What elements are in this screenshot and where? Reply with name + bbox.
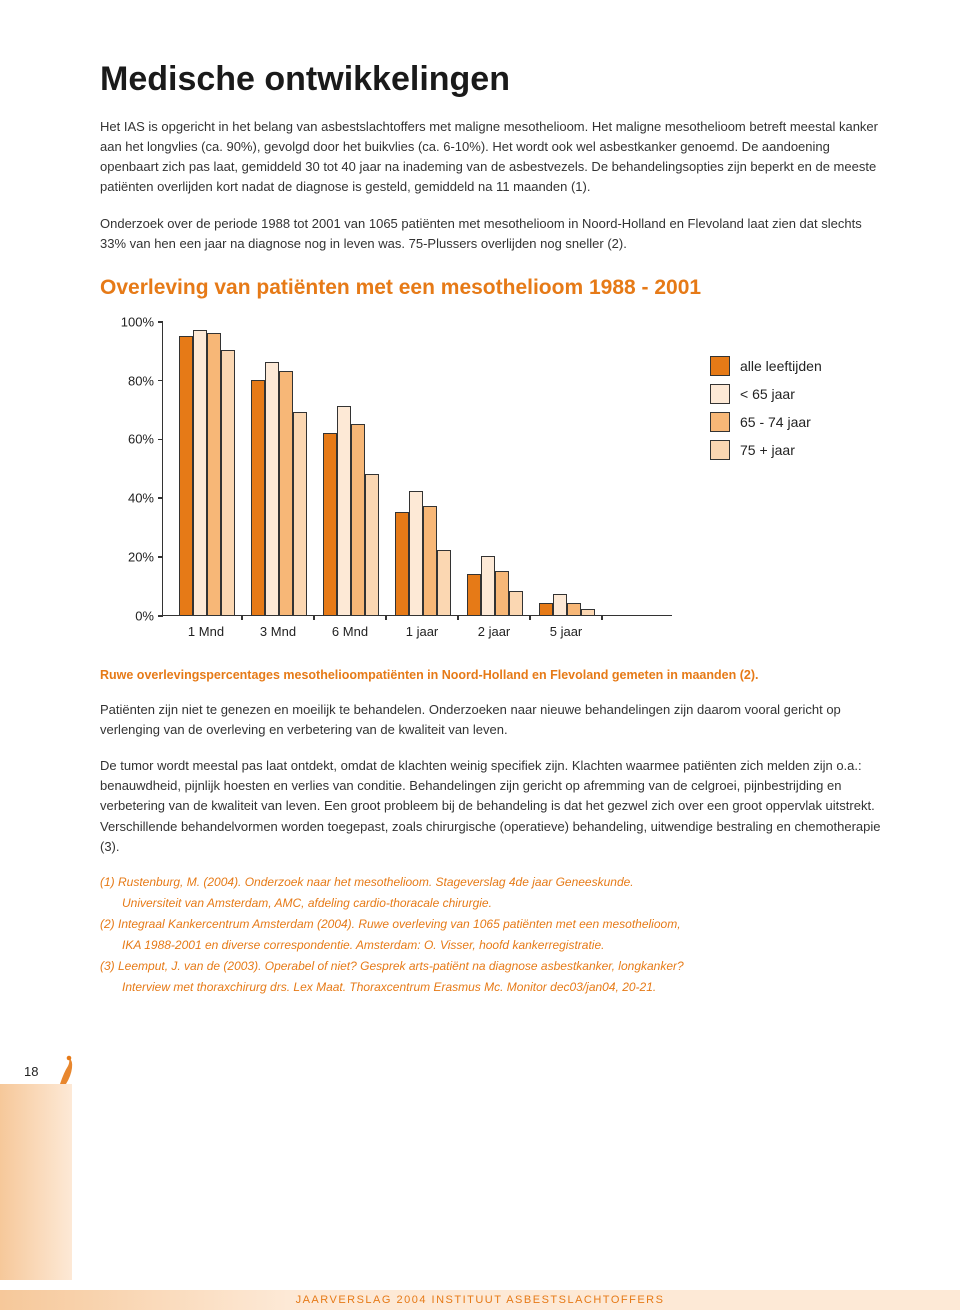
bar — [437, 550, 451, 615]
legend-swatch — [710, 412, 730, 432]
bar-group — [323, 406, 379, 615]
chart-caption: Ruwe overlevingspercentages mesothelioom… — [100, 668, 890, 682]
y-axis-label: 80% — [100, 373, 154, 388]
legend-swatch — [710, 384, 730, 404]
legend-item: < 65 jaar — [710, 384, 822, 404]
paragraph-4: De tumor wordt meestal pas laat ontdekt,… — [100, 756, 890, 857]
page-number-box: 18 — [0, 1058, 72, 1084]
x-axis-label: 2 jaar — [478, 624, 511, 639]
legend-label: alle leeftijden — [740, 358, 822, 374]
legend-swatch — [710, 356, 730, 376]
bar — [193, 330, 207, 615]
bar — [207, 333, 221, 615]
bar — [265, 362, 279, 615]
ref-1: (1) Rustenburg, M. (2004). Onderzoek naa… — [100, 873, 890, 891]
references: (1) Rustenburg, M. (2004). Onderzoek naa… — [100, 873, 890, 996]
bar — [293, 412, 307, 615]
chart-title: Overleving van patiënten met een mesothe… — [100, 276, 890, 300]
x-axis-label: 1 Mnd — [188, 624, 224, 639]
bar — [251, 380, 265, 615]
footer-text: JAARVERSLAG 2004 INSTITUUT ASBESTSLACHTO… — [296, 1294, 665, 1306]
page-number: 18 — [24, 1064, 38, 1079]
y-axis-label: 100% — [100, 314, 154, 329]
bar — [539, 603, 553, 615]
bar — [581, 609, 595, 615]
chart-legend: alle leeftijden < 65 jaar 65 - 74 jaar 75 +… — [710, 356, 822, 468]
ref-2-cont: IKA 1988-2001 en diverse correspondentie… — [122, 936, 890, 954]
legend-item: 65 - 74 jaar — [710, 412, 822, 432]
bar — [179, 336, 193, 615]
bar-group — [395, 491, 451, 614]
bar — [567, 603, 581, 615]
legend-label: 75 + jaar — [740, 442, 795, 458]
paragraph-3: Patiënten zijn niet te genezen en moeili… — [100, 700, 890, 740]
footer-bar: JAARVERSLAG 2004 INSTITUUT ASBESTSLACHTO… — [0, 1290, 960, 1310]
bar — [221, 350, 235, 615]
legend-label: < 65 jaar — [740, 386, 795, 402]
chart-plot-area — [162, 322, 672, 616]
ref-3-cont: Interview met thoraxchirurg drs. Lex Maa… — [122, 978, 890, 996]
survival-chart: 100% 80% 60% 40% 20% 0% 1 Mnd 3 Mnd 6 Mnd 1 jaar… — [100, 314, 880, 644]
y-axis-label: 0% — [100, 608, 154, 623]
paragraph-2: Onderzoek over de periode 1988 tot 2001 … — [100, 214, 890, 254]
page-title: Medische ontwikkelingen — [100, 60, 890, 99]
ref-3: (3) Leemput, J. van de (2003). Operabel … — [100, 957, 890, 975]
bar — [337, 406, 351, 615]
y-axis-label: 40% — [100, 491, 154, 506]
bar — [351, 424, 365, 615]
bar — [467, 574, 481, 615]
x-axis-label: 3 Mnd — [260, 624, 296, 639]
legend-label: 65 - 74 jaar — [740, 414, 811, 430]
bar-group — [251, 362, 307, 615]
legend-item: alle leeftijden — [710, 356, 822, 376]
bar — [423, 506, 437, 615]
y-axis-label: 60% — [100, 432, 154, 447]
ref-1-cont: Universiteit van Amsterdam, AMC, afdelin… — [122, 894, 890, 912]
bar — [409, 491, 423, 614]
ref-2: (2) Integraal Kankercentrum Amsterdam (2… — [100, 915, 890, 933]
paragraph-1: Het IAS is opgericht in het belang van a… — [100, 117, 890, 198]
x-axis-label: 5 jaar — [550, 624, 583, 639]
y-axis-label: 20% — [100, 550, 154, 565]
bar — [481, 556, 495, 615]
legend-swatch — [710, 440, 730, 460]
bar-group — [539, 594, 595, 615]
bar-group — [467, 556, 523, 615]
bar — [323, 433, 337, 615]
bar — [365, 474, 379, 615]
bar — [279, 371, 293, 615]
x-axis-label: 1 jaar — [406, 624, 439, 639]
bar — [495, 571, 509, 615]
x-axis-label: 6 Mnd — [332, 624, 368, 639]
bar — [509, 591, 523, 615]
side-gradient — [0, 1084, 72, 1280]
bar — [553, 594, 567, 615]
bar — [395, 512, 409, 615]
bar-group — [179, 330, 235, 615]
page-logo-icon — [54, 1054, 78, 1086]
legend-item: 75 + jaar — [710, 440, 822, 460]
